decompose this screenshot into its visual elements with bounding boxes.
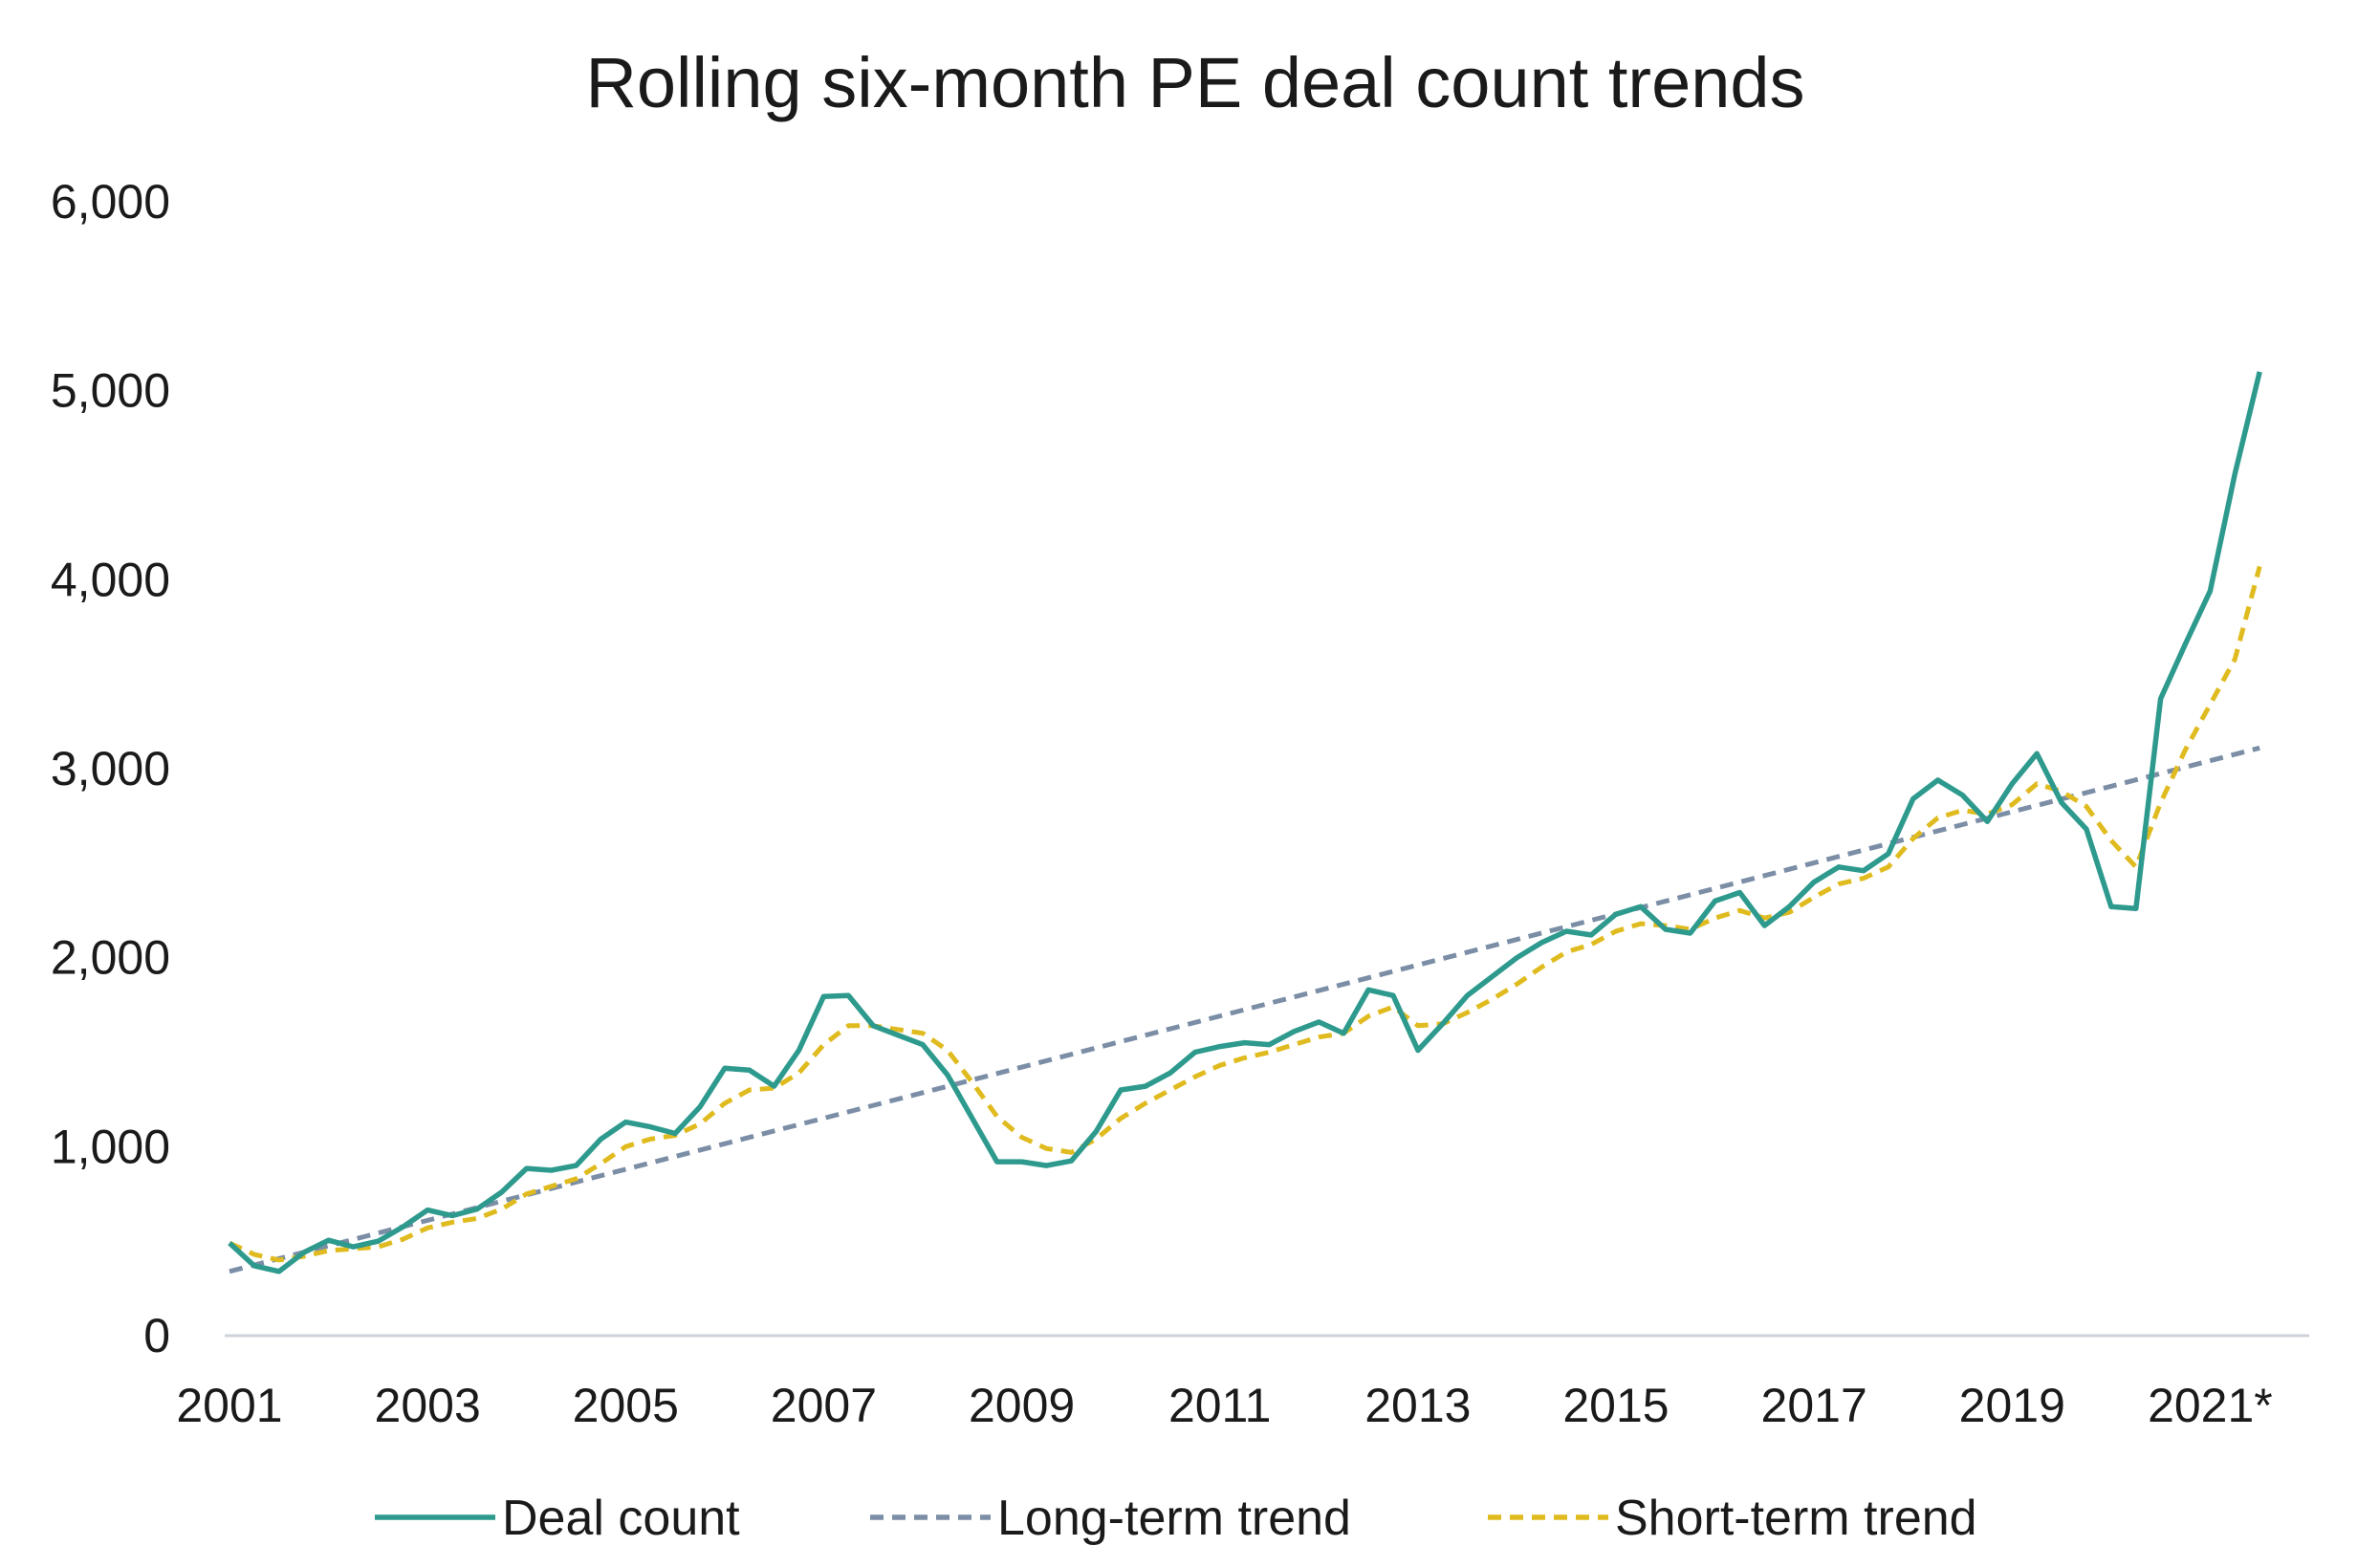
y-tick-label: 1,000 [51,1120,170,1173]
series-line-2 [229,745,2260,1274]
plot-area [228,371,2262,1274]
series-line-1 [228,371,2262,1274]
y-tick-label: 2,000 [51,931,170,985]
y-tick-label: 5,000 [51,364,170,418]
x-tick-label: 2001 [176,1379,282,1432]
series-line-3 [228,565,2262,1263]
x-tick-label: 2017 [1761,1379,1867,1432]
legend: Deal count Long-term trend Short-term tren… [375,1491,1977,1546]
y-tick-label: 6,000 [51,175,170,229]
y-axis: 0 1,000 2,000 3,000 4,000 5,000 6,000 [51,175,170,1362]
x-tick-label: 2021* [2148,1379,2273,1432]
x-tick-label: 2003 [375,1379,481,1432]
x-tick-label: 2011 [1168,1379,1272,1432]
x-axis: 2001 2003 2005 2007 2009 2011 2013 2015 2017 2019… [176,1379,2272,1432]
x-tick-label: 2015 [1562,1379,1669,1432]
legend-label: Short-term trend [1615,1491,1977,1546]
x-tick-label: 2007 [771,1379,877,1432]
chart-title: Rolling six-month PE deal count trends [585,43,1804,122]
legend-label: Deal count [502,1491,740,1546]
x-tick-label: 2009 [969,1379,1075,1432]
x-tick-label: 2019 [1959,1379,2065,1432]
x-tick-label: 2013 [1364,1379,1471,1432]
legend-label: Long-term trend [997,1491,1351,1546]
x-tick-label: 2005 [573,1379,679,1432]
y-tick-label: 4,000 [51,553,170,606]
y-tick-label: 3,000 [51,742,170,795]
y-tick-label: 0 [143,1309,170,1362]
